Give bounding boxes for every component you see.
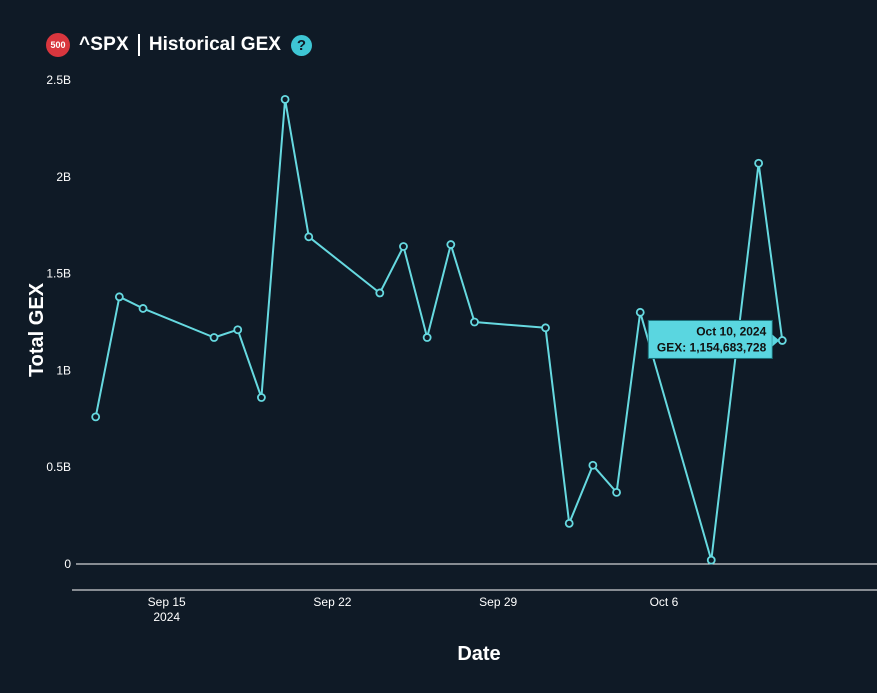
data-point: [446, 240, 456, 249]
data-point: [209, 333, 219, 342]
data-point: [257, 393, 266, 402]
tooltip-arrow: [772, 334, 780, 347]
data-point: [588, 460, 598, 470]
data-point: [541, 323, 550, 333]
spx-500-badge-icon: 500: [46, 33, 70, 57]
data-points: [91, 94, 787, 565]
y-tick-label: 1B: [56, 363, 71, 377]
data-point: [470, 317, 479, 327]
help-icon[interactable]: ?: [290, 34, 312, 56]
tooltip-value: GEX: 1,154,683,728: [657, 340, 767, 354]
data-point: [280, 94, 290, 104]
data-point: [612, 487, 621, 497]
tooltip-date: Oct 10, 2024: [696, 324, 766, 338]
title-divider: [137, 34, 140, 56]
tooltip-box: [647, 319, 773, 359]
x-tick-label: Oct 6: [650, 595, 679, 609]
y-tick-label: 2B: [56, 170, 71, 184]
chart-title: Historical GEX: [148, 34, 281, 55]
x-tick-label: Sep 29: [479, 595, 517, 609]
data-point: [635, 307, 645, 317]
data-point: [138, 304, 148, 313]
data-point: [375, 288, 385, 298]
y-axis-title: Total GEX: [26, 282, 48, 377]
y-tick-label: 0: [64, 557, 71, 571]
data-point: [706, 555, 716, 565]
data-point: [91, 412, 101, 422]
x-tick-label: Sep 15: [148, 595, 186, 609]
y-tick-label: 0.5B: [46, 460, 71, 474]
data-point: [304, 232, 314, 242]
data-point: [233, 325, 243, 335]
x-tick-sublabel: 2024: [153, 610, 180, 624]
hover-tooltip: Oct 10, 2024 GEX: 1,154,683,728: [647, 319, 780, 359]
data-point: [399, 242, 408, 251]
y-axis-ticks: 0 0.5B 1B 1.5B 2B 2.5B: [46, 73, 71, 571]
data-point: [114, 292, 124, 302]
data-point: [564, 518, 574, 528]
data-point: [422, 333, 432, 342]
ticker-symbol: ^SPX: [79, 34, 129, 55]
y-tick-label: 2.5B: [46, 73, 71, 87]
x-tick-label: Sep 22: [313, 595, 351, 609]
chart-header: 500 ^SPX Historical GEX ?: [46, 30, 312, 60]
data-point: [754, 158, 764, 168]
data-point: [777, 336, 787, 345]
x-axis-title: Date: [457, 643, 500, 665]
y-tick-label: 1.5B: [46, 267, 71, 281]
